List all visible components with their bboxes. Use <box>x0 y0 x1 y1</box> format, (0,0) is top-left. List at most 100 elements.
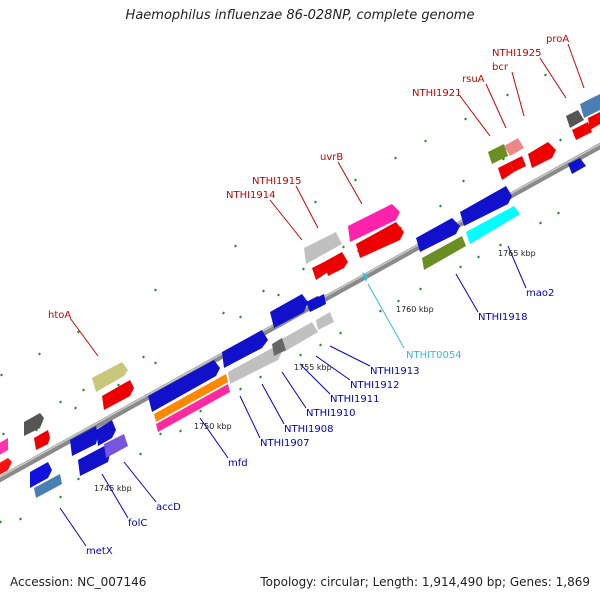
tick-mark <box>179 429 182 433</box>
gene-feature[interactable] <box>312 262 328 280</box>
kbp-label: 1745 kbp <box>94 484 132 493</box>
tick-mark <box>239 315 242 319</box>
gene-feature[interactable] <box>228 346 282 384</box>
gene-label-NTHI1912[interactable]: NTHI1912 <box>350 380 400 391</box>
leader-line <box>315 355 351 381</box>
gene-features <box>0 94 600 498</box>
gene-label-mao2[interactable]: mao2 <box>526 288 554 299</box>
gene-feature[interactable] <box>78 444 110 476</box>
gene-label-NTHI1911[interactable]: NTHI1911 <box>330 394 380 405</box>
gene-feature[interactable] <box>316 312 334 330</box>
gene-feature[interactable] <box>566 110 584 128</box>
gene-feature[interactable] <box>488 144 508 164</box>
tick-mark <box>234 244 237 248</box>
gene-label-NTHIT0054[interactable]: NTHIT0054 <box>406 350 462 361</box>
kbp-label: 1765 kbp <box>498 249 536 258</box>
tick-mark <box>339 331 342 335</box>
gene-label-NTHI1921[interactable]: NTHI1921 <box>412 88 462 99</box>
leader-line <box>455 273 479 313</box>
gene-label-bcr[interactable]: bcr <box>492 62 509 73</box>
leader-line <box>261 383 285 425</box>
gene-label-NTHI1918[interactable]: NTHI1918 <box>478 312 528 323</box>
gene-feature[interactable] <box>222 330 268 368</box>
kbp-label: 1750 kbp <box>194 422 232 431</box>
gene-feature[interactable] <box>316 294 326 308</box>
gene-feature[interactable] <box>416 218 460 252</box>
gene-feature[interactable] <box>154 374 228 422</box>
gene-label-NTHI1914[interactable]: NTHI1914 <box>226 190 276 201</box>
gene-feature[interactable] <box>466 206 520 244</box>
gene-feature[interactable] <box>568 158 586 174</box>
gene-feature[interactable] <box>304 232 342 264</box>
tick-mark <box>0 520 2 524</box>
tick-mark <box>77 477 80 481</box>
gene-feature[interactable] <box>422 236 466 270</box>
gene-label-NTHI1907[interactable]: NTHI1907 <box>260 438 310 449</box>
gene-feature[interactable] <box>528 142 556 168</box>
gene-label-accD[interactable]: accD <box>156 502 181 513</box>
gene-feature[interactable] <box>510 156 526 172</box>
tick-mark <box>424 139 427 143</box>
tick-mark <box>499 243 502 247</box>
gene-feature[interactable] <box>280 322 318 352</box>
tick-mark <box>342 245 345 249</box>
gene-feature[interactable] <box>30 462 52 488</box>
gene-feature[interactable] <box>92 362 128 392</box>
tick-mark <box>199 409 202 413</box>
gene-label-metX[interactable]: metX <box>86 546 113 557</box>
kbp-label: 1755 kbp <box>294 363 332 372</box>
gene-feature[interactable] <box>0 438 8 458</box>
gene-feature[interactable] <box>498 162 514 180</box>
gene-label-mfd[interactable]: mfd <box>228 458 248 469</box>
gene-feature[interactable] <box>148 360 220 412</box>
gene-feature[interactable] <box>24 413 44 436</box>
gene-label-proA[interactable]: proA <box>546 34 569 45</box>
gene-feature[interactable] <box>588 112 600 130</box>
gene-label-NTHI1908[interactable]: NTHI1908 <box>284 424 334 435</box>
tick-mark <box>259 375 262 379</box>
tick-mark <box>544 73 547 77</box>
gene-feature[interactable] <box>34 430 50 450</box>
gene-feature[interactable] <box>460 186 512 226</box>
tick-mark <box>394 156 397 160</box>
gene-label-NTHI1910[interactable]: NTHI1910 <box>306 408 356 419</box>
gene-label-htoA[interactable]: htoA <box>48 310 71 321</box>
trna-feature[interactable] <box>362 272 368 282</box>
gene-feature[interactable] <box>572 122 592 140</box>
gene-label-NTHI1925[interactable]: NTHI1925 <box>492 48 542 59</box>
gene-label-uvrB[interactable]: uvrB <box>320 152 343 163</box>
gene-feature[interactable] <box>272 338 286 356</box>
tick-mark <box>354 178 357 182</box>
gene-feature[interactable] <box>580 94 600 118</box>
tick-mark <box>397 299 400 303</box>
leader-line <box>281 371 307 409</box>
tick-mark <box>38 352 41 356</box>
gene-feature[interactable] <box>70 426 98 456</box>
gene-feature[interactable] <box>96 420 116 446</box>
gene-feature[interactable] <box>504 138 524 156</box>
tick-mark <box>82 388 85 392</box>
gene-feature[interactable] <box>348 204 400 242</box>
leader-line <box>199 417 229 459</box>
gene-label-folC[interactable]: folC <box>128 518 147 529</box>
gene-feature[interactable] <box>270 294 308 328</box>
tick-mark <box>154 361 157 365</box>
gene-feature[interactable] <box>356 222 404 258</box>
gene-feature[interactable] <box>324 252 348 276</box>
leader-line <box>123 461 157 503</box>
lower-gene-labels: metX folC accD mfd NTHI1907 NTHI1908 NTH… <box>86 288 554 557</box>
gene-feature[interactable] <box>102 380 134 410</box>
gene-label-NTHI1913[interactable]: NTHI1913 <box>370 366 420 377</box>
gene-feature[interactable] <box>34 474 62 498</box>
tick-mark <box>502 157 505 161</box>
tick-mark <box>139 452 142 456</box>
leader-line <box>101 473 129 519</box>
gene-label-NTHI1915[interactable]: NTHI1915 <box>252 176 302 187</box>
gene-feature[interactable] <box>0 458 12 478</box>
gene-label-rsuA[interactable]: rsuA <box>462 74 485 85</box>
gene-feature[interactable] <box>156 384 230 432</box>
gene-feature[interactable] <box>104 434 128 458</box>
leader-line <box>507 245 527 289</box>
